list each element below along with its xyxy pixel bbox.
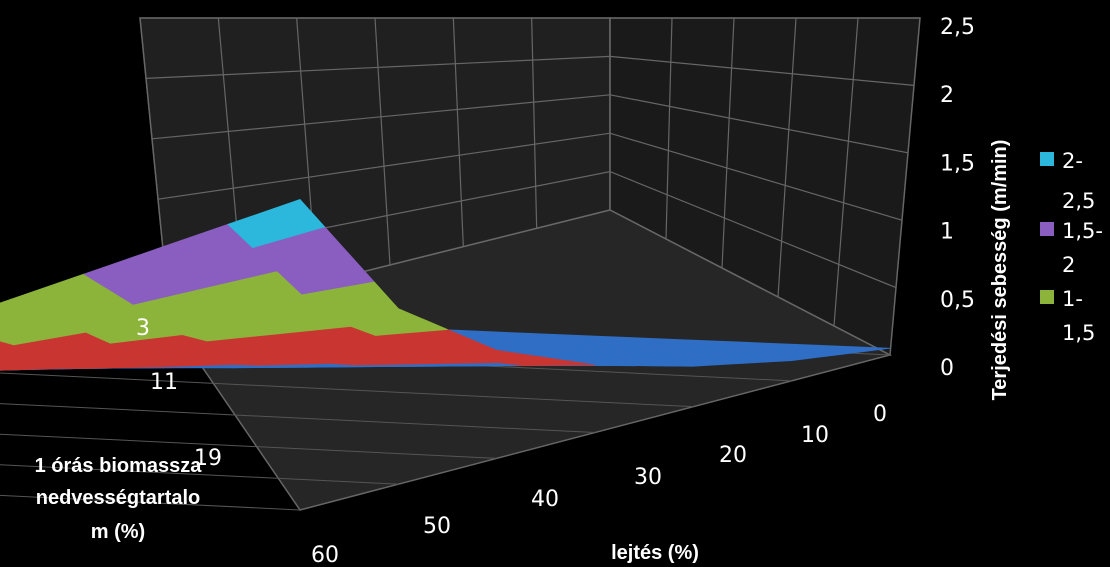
z-tick-label: 1 — [940, 220, 954, 245]
grid-line — [531, 17, 538, 229]
legend-label-1.5-2-b: 2 — [1062, 253, 1075, 277]
z-tick-label: 2,5 — [940, 15, 975, 40]
legend-label-1.5-2-a: 1,5- — [1062, 219, 1103, 243]
z-tick-label: 0,5 — [940, 288, 975, 313]
y-tick-label: 3 — [136, 316, 150, 341]
legend: 2- 2,5 1,5- 2 1- 1,5 — [1040, 149, 1103, 345]
legend-label-1-1.5-b: 1,5 — [1062, 321, 1095, 345]
z-tick-label: 0 — [940, 356, 954, 381]
grid-line — [157, 132, 903, 221]
y-tick-label: 11 — [150, 370, 178, 395]
x-tick-label: 30 — [634, 465, 662, 490]
x-tick-label: 20 — [719, 443, 747, 468]
tick-labels: 0 0,5 1 1,5 2 2,5 0 10 20 30 40 50 60 3 11 19 — [136, 15, 975, 567]
z-axis-title: Terjedési sebesség (m/min) — [989, 140, 1011, 401]
grid-line — [665, 17, 673, 240]
legend-label-2-2.5-b: 2,5 — [1062, 189, 1095, 213]
x-tick-label: 60 — [311, 543, 339, 567]
x-tick-label: 40 — [531, 487, 559, 512]
y-tick-label: 19 — [194, 446, 222, 471]
grid-line — [0, 494, 301, 511]
legend-swatch-1.5-2 — [1040, 222, 1054, 236]
x-tick-label: 50 — [423, 514, 451, 539]
z-tick-label: 1,5 — [940, 151, 975, 176]
x-axis-title: lejtés (%) — [611, 542, 699, 564]
grid-line — [452, 17, 464, 247]
legend-swatch-1-1.5 — [1040, 290, 1054, 304]
legend-swatch-2-2.5 — [1040, 152, 1054, 166]
grid-line — [0, 433, 497, 459]
grid-line — [833, 17, 859, 327]
z-tick-label: 2 — [940, 83, 954, 108]
surface — [0, 199, 891, 371]
grid-line — [0, 403, 596, 433]
surface-facet — [227, 199, 326, 249]
y-axis-title-line-3: m (%) — [91, 521, 145, 543]
grid-line — [721, 17, 735, 269]
grid-line — [777, 17, 797, 298]
grid-line — [0, 464, 399, 485]
x-tick-label: 0 — [873, 402, 887, 427]
grid-line — [145, 55, 915, 86]
y-axis-title-line-2: nedvességtartalo — [36, 487, 201, 509]
grid-line — [0, 372, 694, 408]
x-tick-label: 10 — [801, 423, 829, 448]
grid-line — [374, 17, 391, 266]
legend-label-1-1.5-a: 1- — [1062, 287, 1083, 311]
grid-line — [151, 94, 909, 154]
legend-label-2-2.5-a: 2- — [1062, 149, 1083, 173]
y-axis-title-line-1: 1 órás biomassza — [35, 455, 203, 477]
